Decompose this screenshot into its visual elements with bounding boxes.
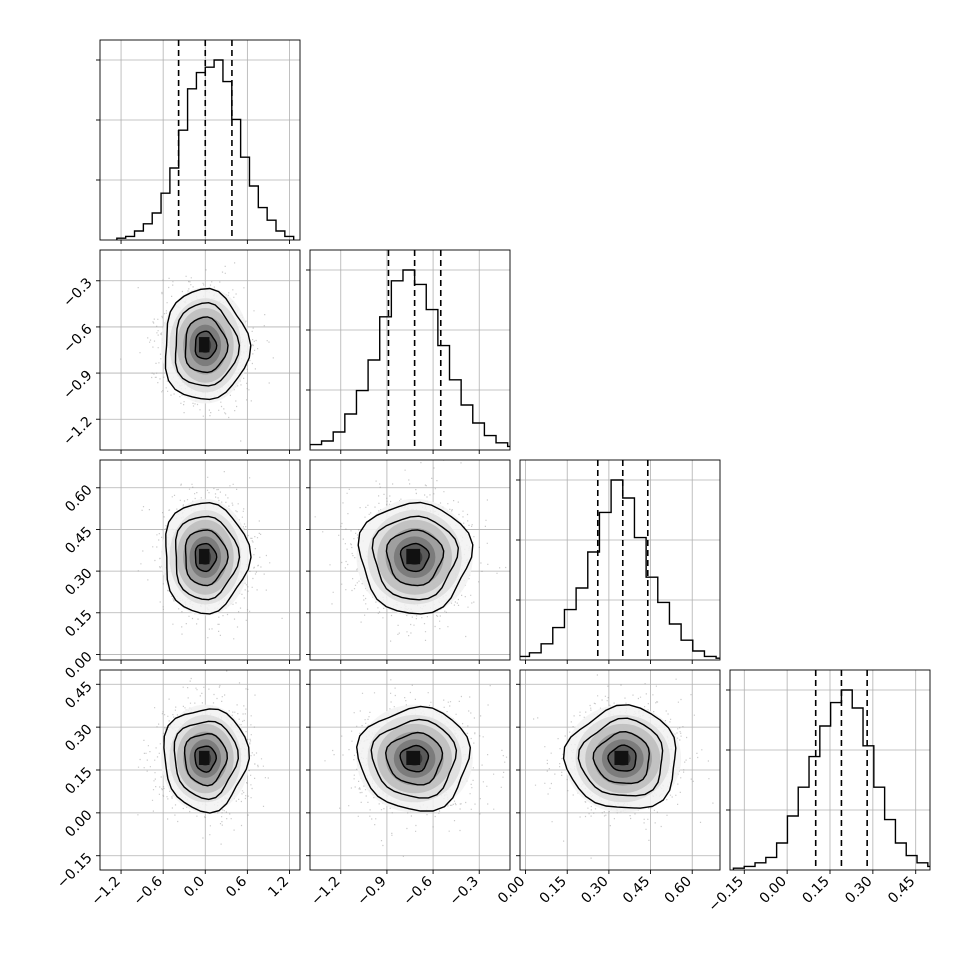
x-tick-label: −1.2 [308, 874, 343, 909]
contour-line [371, 515, 460, 601]
panel-frame [99, 459, 301, 661]
panel-content [520, 460, 720, 660]
contour-line [355, 705, 472, 812]
scatter-points [137, 670, 269, 845]
scatter-points [137, 471, 283, 640]
x-tick-label: −0.6 [131, 873, 166, 908]
x-tick-label: 0.6 [223, 873, 250, 900]
histogram-step [732, 689, 930, 870]
contour-line [194, 745, 218, 773]
contour-line [163, 708, 251, 814]
panel-content [120, 262, 274, 442]
x-tick-label: 0.30 [578, 874, 611, 907]
x-tick-label: −1.2 [89, 874, 124, 909]
contour-line [183, 732, 229, 787]
y-tick-label: 0.30 [62, 565, 95, 598]
contour-line [607, 744, 637, 772]
density-peak [614, 750, 629, 765]
x-tick-label: −0.9 [354, 874, 389, 909]
y-tick-label: −0.15 [54, 850, 96, 892]
contour-line [194, 542, 218, 573]
contour-line [385, 529, 445, 587]
x-tick-label: 0.45 [885, 874, 918, 907]
panel-content [324, 679, 508, 857]
contour-line [173, 720, 240, 801]
panel-content [732, 670, 930, 870]
y-tick-label: 0.45 [62, 679, 95, 712]
x-tick-label: −0.15 [705, 874, 747, 916]
density-peak [406, 548, 421, 565]
histogram-step [116, 59, 295, 240]
x-tick-label: 0.15 [537, 874, 570, 907]
panel-0-0 [96, 39, 301, 244]
panel-3-0: −1.2 −0.6 0.0 0.6 1.2 −0.15 0.00 0.15 0.30 0.45 [54, 669, 301, 909]
y-tick-label: 0.15 [62, 764, 95, 797]
y-tick-label: −0.3 [60, 275, 95, 310]
panel-2-1 [306, 459, 511, 664]
panel-content [314, 460, 507, 642]
panel-frame [99, 39, 301, 241]
contour-line [165, 501, 252, 615]
contour-line [174, 515, 241, 601]
panel-2-2 [516, 459, 721, 664]
panel-frame [309, 459, 511, 661]
contour-line [174, 301, 241, 387]
contour-line [384, 731, 444, 786]
contour-line [370, 718, 458, 799]
panel-frame [309, 249, 511, 451]
panel-3-1: −1.2 −0.9 −0.6 −0.3 [306, 669, 511, 909]
density-peak [198, 337, 210, 353]
density-peak [198, 750, 210, 765]
y-tick-label: −0.6 [60, 321, 95, 356]
x-tick-label: 0.30 [842, 874, 875, 907]
contour-line [357, 501, 474, 615]
panel-3-3: −0.15 0.00 0.15 0.30 0.45 [705, 669, 931, 916]
panel-content [533, 674, 714, 859]
density-peak [198, 548, 210, 565]
panel-1-0: −1.2 −0.9 −0.6 −0.3 [60, 249, 301, 454]
panel-content [116, 40, 295, 240]
panel-content [310, 250, 510, 450]
histogram-step [310, 269, 510, 449]
y-tick-label: −0.9 [60, 367, 95, 402]
contour-line [184, 316, 229, 374]
x-tick-label: 0.0 [181, 874, 208, 901]
panel-1-1 [306, 249, 511, 454]
y-tick-label: 0.45 [62, 524, 95, 557]
x-tick-label: −0.6 [401, 873, 436, 908]
x-tick-label: 0.00 [495, 874, 528, 907]
panel-2-0: 0.00 0.15 0.30 0.45 0.60 [62, 459, 301, 682]
contour-line [577, 717, 664, 797]
panel-frame [99, 249, 301, 451]
x-tick-label: −0.3 [447, 874, 482, 909]
contour-line [562, 704, 677, 809]
y-tick-label: −1.2 [60, 414, 95, 449]
y-tick-label: 0.00 [62, 807, 95, 840]
panel-content [137, 670, 269, 845]
contour-line [164, 287, 252, 401]
x-tick-label: 0.60 [662, 874, 695, 907]
y-tick-label: 0.00 [62, 649, 95, 682]
y-tick-label: 0.60 [62, 482, 95, 515]
y-tick-label: 0.30 [62, 721, 95, 754]
density-peak [406, 750, 421, 765]
panel-content [137, 471, 283, 640]
x-tick-label: 1.2 [265, 874, 292, 901]
contour-line [184, 529, 229, 587]
contour-line [194, 330, 218, 360]
x-tick-label: 0.15 [799, 874, 832, 907]
x-tick-label: 0.45 [620, 874, 653, 907]
panel-frame [519, 459, 721, 661]
contour-line [399, 744, 430, 773]
panel-3-2: 0.00 0.15 0.30 0.45 0.60 [495, 669, 721, 907]
contour-line [399, 542, 430, 573]
y-tick-label: 0.15 [62, 607, 95, 640]
contour-line [592, 730, 651, 785]
x-tick-label: 0.00 [757, 874, 790, 907]
